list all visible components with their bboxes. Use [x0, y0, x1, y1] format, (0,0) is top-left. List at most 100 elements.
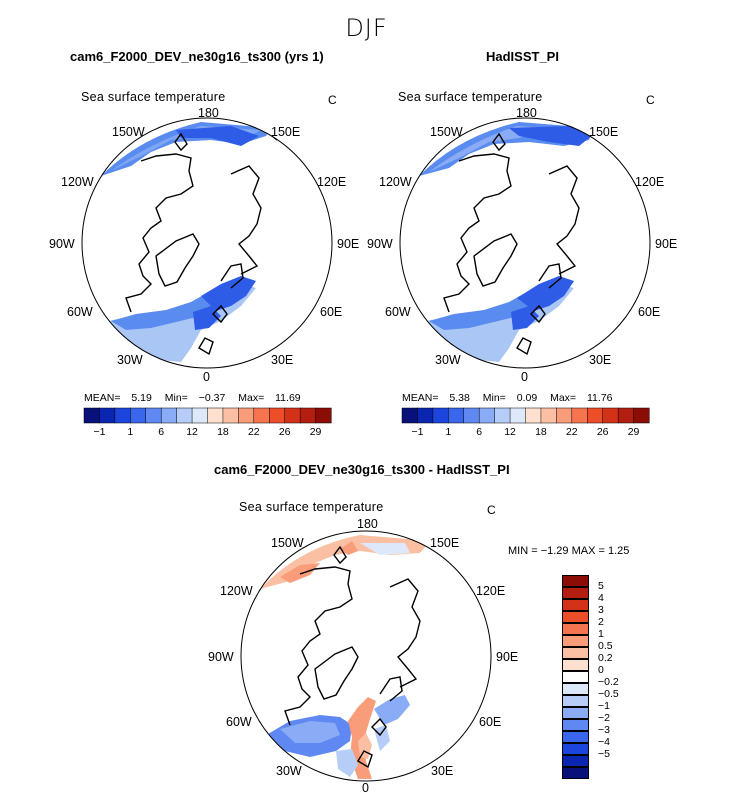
diff-unit-label: C: [487, 503, 496, 517]
colorbar-tick-label: 12: [504, 426, 516, 438]
diff-lon-120e: 120E: [476, 584, 506, 598]
diff-lon-150w: 150W: [271, 536, 304, 550]
model-colorbar-labels: −1 1 6 12 18 22 26 29: [84, 426, 331, 440]
model-mean-value: 5.19: [131, 392, 152, 404]
colorbar-swatch: [253, 407, 270, 424]
colorbar-tick-label: 22: [247, 426, 260, 438]
model-panel-title: cam6_F2000_DEV_ne30g16_ts300 (yrs 1): [70, 49, 324, 64]
model-min-label: Min=: [164, 392, 188, 404]
diff-colorbar-tick-label: 2: [598, 616, 604, 628]
diff-colorbar-tick-label: −2: [598, 712, 610, 724]
colorbar-swatch: [176, 407, 193, 424]
colorbar-tick-label: 18: [535, 426, 547, 438]
model-mean-label: MEAN=: [84, 392, 121, 404]
colorbar-swatch: [617, 407, 635, 424]
colorbar-swatch: [222, 407, 239, 424]
colorbar-swatch: [494, 407, 511, 424]
obs-map: [399, 117, 651, 369]
obs-lon-150w: 150W: [430, 125, 463, 139]
obs-lon-0: 0: [521, 370, 528, 384]
colorbar-tick-label: −1: [93, 426, 106, 438]
diff-colorbar-swatch: [562, 647, 589, 660]
obs-lon-30w: 30W: [435, 353, 461, 367]
obs-lon-60w: 60W: [385, 305, 411, 319]
diff-colorbar: [562, 575, 589, 780]
model-lon-90w: 90W: [49, 237, 75, 251]
colorbar-tick-label: 29: [627, 426, 640, 438]
diff-colorbar-swatch: [562, 707, 589, 720]
colorbar-swatch: [284, 407, 301, 424]
diff-colorbar-swatch: [562, 575, 589, 588]
diff-colorbar-tick-label: −1: [598, 700, 610, 712]
colorbar-swatch: [299, 407, 317, 424]
obs-lon-150e: 150E: [589, 125, 619, 139]
model-lon-0: 0: [203, 370, 210, 384]
diff-lon-30w: 30W: [276, 764, 302, 778]
colorbar-swatch: [191, 407, 209, 424]
colorbar-swatch: [417, 407, 434, 424]
obs-stats: MEAN= 5.38 Min= 0.09 Max= 11.76: [402, 392, 612, 404]
colorbar-tick-label: 1: [127, 426, 134, 438]
colorbar-swatch: [130, 407, 147, 424]
diff-colorbar-swatch: [562, 755, 589, 768]
obs-mean-value: 5.38: [449, 392, 470, 404]
colorbar-tick-label: 12: [186, 426, 198, 438]
model-lon-60w: 60W: [67, 305, 93, 319]
model-unit-label: C: [328, 93, 337, 107]
model-stats: MEAN= 5.19 Min= −0.37 Max= 11.69: [84, 392, 301, 404]
colorbar-swatch: [238, 407, 255, 424]
obs-unit-label: C: [646, 93, 655, 107]
diff-lon-90e: 90E: [496, 650, 519, 664]
colorbar-swatch: [145, 407, 162, 424]
obs-variable-label: Sea surface temperature: [398, 90, 543, 104]
obs-panel-title: HadISST_PI: [486, 49, 559, 64]
diff-colorbar-swatch: [562, 719, 589, 732]
model-lon-90e: 90E: [337, 237, 360, 251]
diff-colorbar-tick-label: 5: [598, 580, 604, 592]
obs-colorbar-labels: −1 1 6 12 18 22 26 29: [402, 426, 649, 440]
obs-colorbar: [401, 407, 650, 424]
colorbar-swatch: [571, 407, 588, 424]
colorbar-tick-label: −1: [411, 426, 424, 438]
diff-lon-120w: 120W: [220, 584, 253, 598]
model-max-value: 11.69: [275, 392, 301, 404]
model-lon-120e: 120E: [317, 175, 347, 189]
diff-colorbar-swatch: [562, 695, 589, 708]
diff-colorbar-swatch: [562, 611, 589, 624]
obs-lon-30e: 30E: [589, 353, 612, 367]
diff-colorbar-swatch: [562, 743, 589, 756]
diff-colorbar-swatch: [562, 683, 589, 696]
diff-colorbar-tick-label: −0.5: [598, 688, 619, 700]
diff-colorbar-swatch: [562, 587, 589, 600]
colorbar-swatch: [448, 407, 465, 424]
colorbar-tick-label: 6: [476, 426, 483, 438]
diff-colorbar-tick-label: 0: [598, 664, 604, 676]
model-lon-150w: 150W: [112, 125, 145, 139]
colorbar-tick-label: 6: [158, 426, 165, 438]
model-lon-180: 180: [198, 106, 219, 120]
diff-colorbar-swatch: [562, 731, 589, 744]
diff-lon-30e: 30E: [431, 764, 454, 778]
diff-lon-90w: 90W: [208, 650, 234, 664]
diff-colorbar-tick-label: −4: [598, 736, 610, 748]
diff-lon-0: 0: [362, 781, 369, 795]
colorbar-tick-label: 22: [565, 426, 578, 438]
obs-min-label: Min=: [482, 392, 506, 404]
colorbar-swatch: [83, 407, 100, 424]
colorbar-swatch: [556, 407, 573, 424]
model-lon-150e: 150E: [271, 125, 301, 139]
model-lon-60e: 60E: [320, 305, 343, 319]
diff-panel-title: cam6_F2000_DEV_ne30g16_ts300 - HadISST_P…: [214, 462, 510, 477]
diff-colorbar-swatch: [562, 671, 589, 684]
colorbar-tick-label: 1: [445, 426, 452, 438]
colorbar-swatch: [540, 407, 557, 424]
obs-max-value: 11.76: [586, 392, 613, 404]
colorbar-tick-label: 18: [217, 426, 229, 438]
model-lon-30e: 30E: [271, 353, 294, 367]
season-title: DJF: [345, 14, 388, 42]
colorbar-swatch: [114, 407, 131, 424]
colorbar-swatch: [432, 407, 449, 424]
model-max-label: Max=: [238, 392, 265, 404]
diff-colorbar-tick-label: 3: [598, 604, 604, 616]
diff-lon-60w: 60W: [226, 715, 252, 729]
